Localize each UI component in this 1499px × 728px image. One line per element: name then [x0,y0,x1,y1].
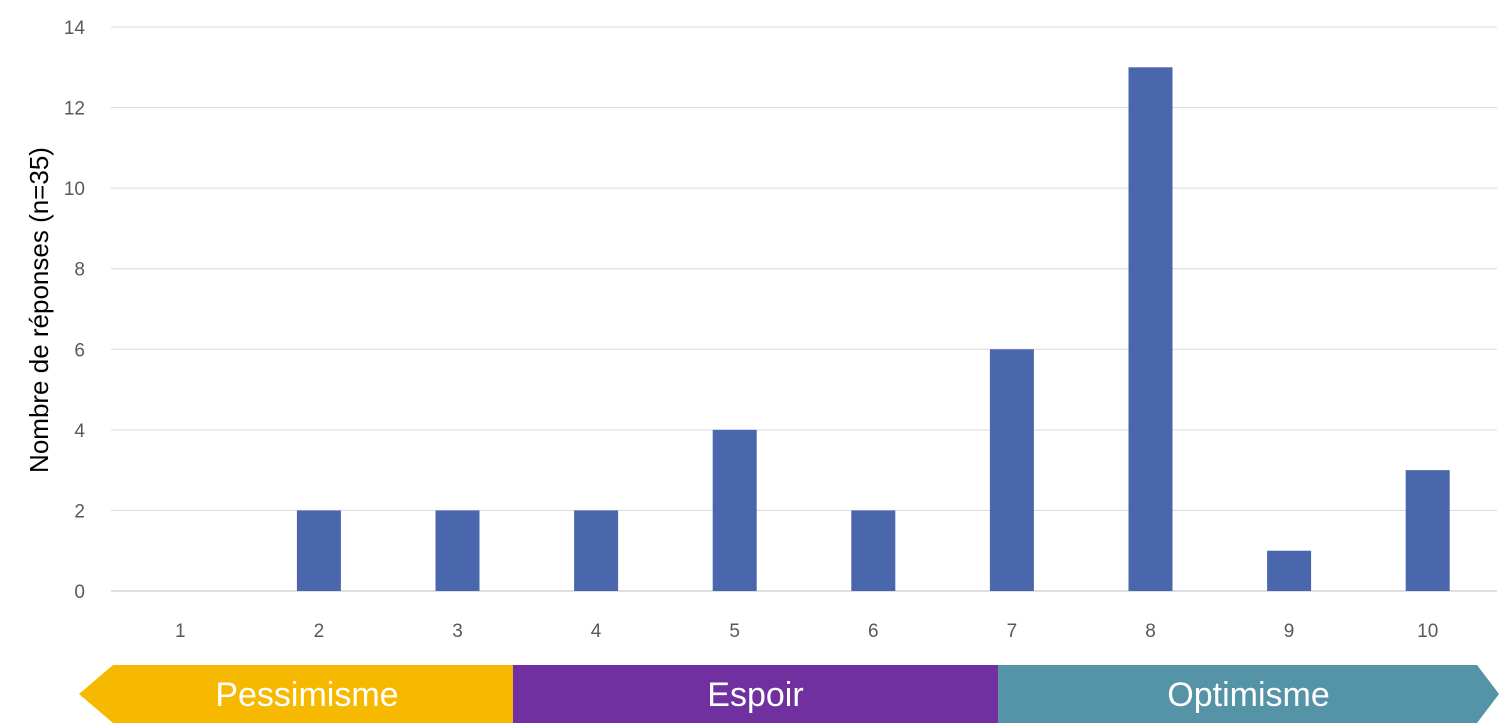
x-axis-ticks: 1 2 3 4 5 6 7 8 9 10 [175,621,1438,642]
y-tick-label: 12 [64,99,85,120]
y-axis-label: Nombre de réponses (n=35) [24,147,54,473]
x-tick-label: 6 [868,621,879,642]
x-tick-label: 3 [452,621,463,642]
y-tick-label: 6 [74,340,85,361]
bar [1405,470,1450,591]
y-tick-label: 4 [74,421,85,442]
bar [1267,550,1312,591]
sentiment-band-label: Optimisme [1167,676,1329,714]
bars [296,67,1450,592]
sentiment-band [79,665,513,723]
x-tick-label: 5 [729,621,740,642]
sentiment-band-label: Espoir [707,676,803,714]
bar [712,429,757,591]
x-tick-label: 7 [1007,621,1018,642]
x-tick-label: 2 [314,621,325,642]
x-tick-label: 9 [1284,621,1295,642]
y-axis-ticks: 0 2 4 6 8 10 12 14 [64,18,86,603]
bar [989,349,1034,591]
x-tick-label: 1 [175,621,186,642]
x-tick-label: 4 [591,621,602,642]
sentiment-band [512,665,999,723]
y-tick-label: 2 [74,501,85,522]
sentiment-band [998,665,1499,723]
y-tick-label: 14 [64,18,86,39]
bar [296,510,341,591]
gridlines [111,26,1497,592]
bar [1128,67,1173,592]
y-tick-label: 10 [64,179,85,200]
bar [851,510,896,591]
x-tick-label: 10 [1417,621,1438,642]
y-tick-label: 8 [74,260,85,281]
y-tick-label: 0 [74,582,85,603]
bar [435,510,480,591]
sentiment-band-label: Pessimisme [215,676,398,714]
bar [574,510,619,591]
x-tick-label: 8 [1145,621,1156,642]
sentiment-bands: Pessimisme Espoir Optimisme [79,665,1499,723]
